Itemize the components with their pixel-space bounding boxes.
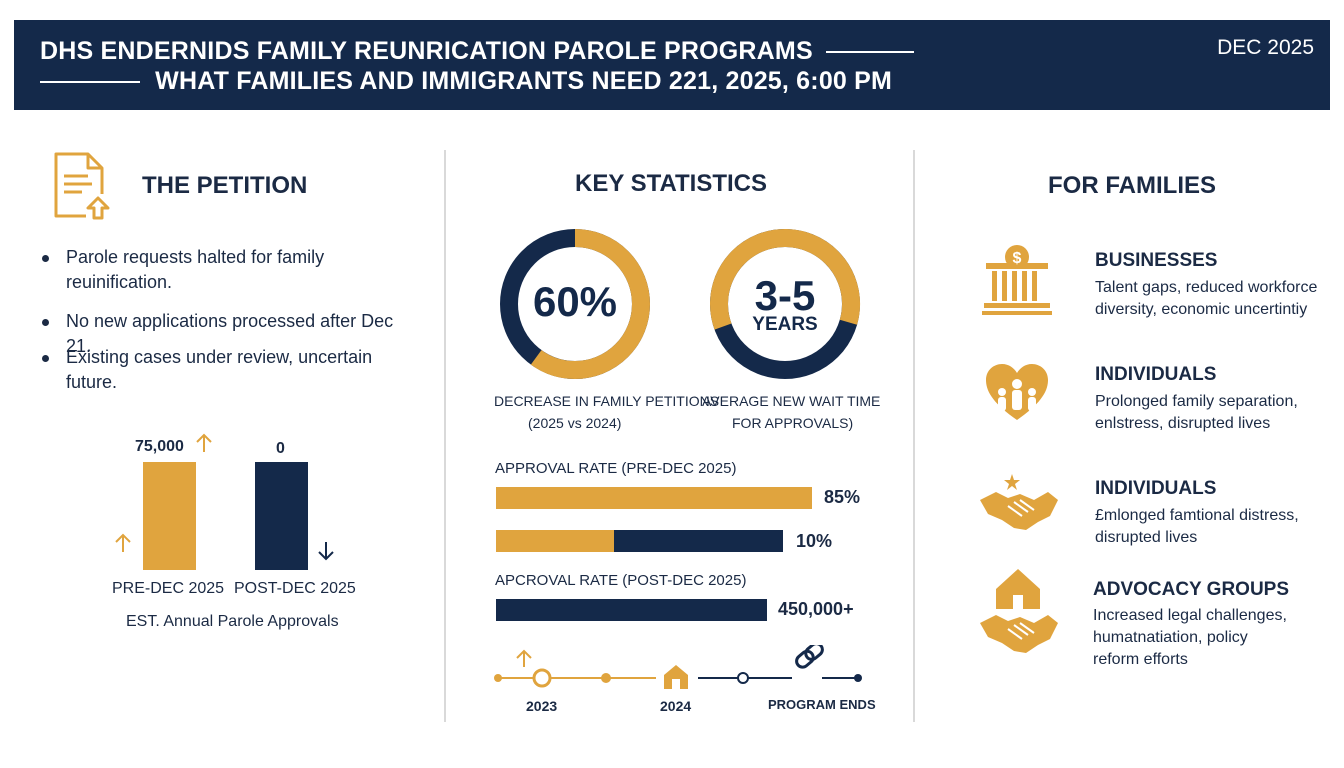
impact-desc: Prolonged family separation, enlstress, … [1095,393,1298,432]
rate-label-pre: APPROVAL RATE (PRE-DEC 2025) [495,460,737,477]
ring-chart-60 [498,227,652,381]
header-date: DEC 2025 [1217,36,1314,59]
header-line-2: WHAT FAMILIES AND IMMIGRANTS NEED 221, 2… [40,66,892,96]
ring-unit-years: YEARS [752,314,818,335]
bar-chart-caption: EST. Annual Parole Approvals [126,613,339,630]
bar-label-post: POST-DEC 2025 [234,580,356,597]
header-rule [40,81,140,84]
bar-label-pre: PRE-DEC 2025 [112,580,225,597]
arrow-up-icon [113,532,133,554]
header-title-line-1: DHS ENDERNIDS FAMILY REUNRICATION PAROLE… [40,37,813,65]
rate-label-post: APCROVAL RATE (POST-DEC 2025) [495,572,747,589]
for-families-title: FOR FAMILIES [1048,172,1216,199]
header-line-1: DHS ENDERNIDS FAMILY REUNRICATION PAROLE… [40,36,914,66]
header-rule [825,51,914,54]
timeline-label-2024: 2024 [660,698,692,714]
timeline [492,642,872,695]
impact-title: BUSINESSES [1095,250,1218,271]
impact-desc: Increased legal challenges, humatnatiati… [1093,607,1287,668]
bullet-dot [42,255,49,262]
arrow-up-icon [194,432,214,454]
handshake-icon [978,470,1060,538]
bullet-item: No new applications processed after Dec … [42,309,422,359]
bullet-item: Existing cases under review, uncertain f… [42,345,422,395]
ring-caption-60: DECREASE IN FAMILY PETITIONS (2025 vs 20… [494,390,720,434]
bullet-dot [42,355,49,362]
petition-title: THE PETITION [142,172,308,199]
ring-value-60: 60% [532,278,618,325]
ring-value-years: 3-5 [754,272,816,319]
bank-dollar-icon: $ [980,243,1054,317]
bar-value-pre: 75,000 [135,438,184,455]
impact-title: INDIVIDUALS [1095,364,1217,385]
ring-caption-line: DECREASE IN FAMILY PETITIONS [494,393,720,409]
ring-caption-line: (2025 vs 2024) [528,415,622,431]
timeline-label-program-ends: PROGRAM ENDS [768,697,876,712]
rate-bar-pre [496,487,812,509]
ring-caption-years: AVERAGE NEW WAIT TIME FOR APPROVALS) [702,390,881,434]
header-title-line-2: WHAT FAMILIES AND IMMIGRANTS NEED 221, 2… [155,67,893,95]
key-statistics-title: KEY STATISTICS [575,170,768,197]
rate-value-mid: 10% [796,531,833,551]
bullet-text: Existing cases under review, uncertain f… [66,347,373,392]
bullet-dot [42,319,49,326]
bar-post-dec [255,462,308,570]
impact-desc: £mlonged famtional distress, disrupted l… [1095,507,1299,546]
ring-caption-line: FOR APPROVALS) [732,415,854,431]
ring-caption-line: AVERAGE NEW WAIT TIME [702,393,881,409]
bullet-text: No new applications processed after Dec … [66,311,394,356]
ring-chart-years [708,227,862,381]
arrow-down-icon [316,540,336,562]
house-handshake-icon [978,567,1060,655]
timeline-label-2023: 2023 [526,698,558,714]
rate-bar-post [496,599,767,621]
bullet-item: Parole requests halted for family reuini… [42,245,422,295]
bar-pre-dec [143,462,196,570]
rate-value-post: 450,000+ [778,599,854,619]
header-banner: DHS ENDERNIDS FAMILY REUNRICATION PAROLE… [14,20,1330,110]
column-divider [444,150,446,722]
document-upload-icon [52,150,112,222]
impact-title: INDIVIDUALS [1095,478,1217,499]
bar-value-post: 0 [276,440,285,457]
rate-value-pre: 85% [824,487,861,507]
impact-title: ADVOCACY GROUPS [1093,579,1290,600]
rate-bar-mid [496,530,783,552]
column-divider [913,150,915,722]
rate-bar-mid-fill [496,530,614,552]
family-heart-icon [984,362,1050,424]
svg-text:$: $ [1013,250,1022,267]
impact-desc: Talent gaps, reduced workforce diversity… [1095,279,1318,318]
bullet-text: Parole requests halted for family reuini… [66,247,325,292]
